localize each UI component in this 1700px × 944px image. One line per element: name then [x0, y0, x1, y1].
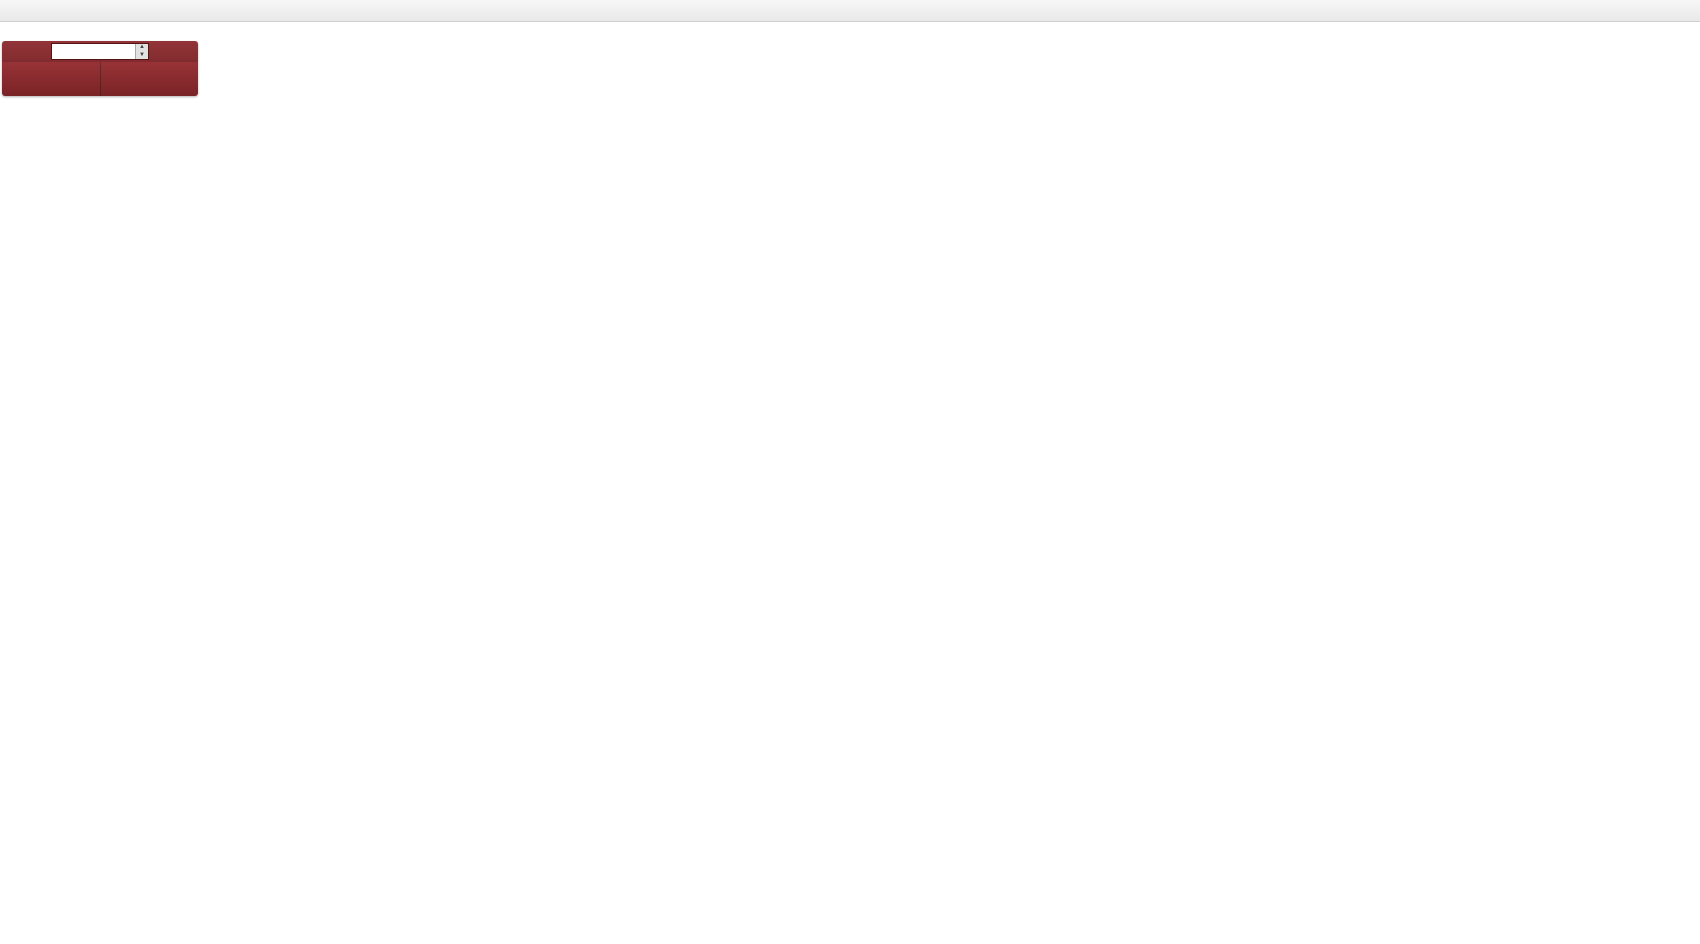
volume-down-button[interactable]: ▼ [139, 51, 145, 58]
volume-spin-buttons: ▲ ▼ [135, 44, 148, 59]
one-click-trading-panel: ▲ ▼ [2, 41, 198, 96]
volume-up-button[interactable]: ▲ [139, 44, 145, 50]
volume-stepper[interactable]: ▲ ▼ [51, 43, 149, 60]
trade-panel-prices-row [2, 62, 198, 96]
volume-value[interactable] [52, 44, 135, 59]
trade-panel-header-row: ▲ ▼ [2, 41, 198, 62]
top-toolbar [0, 0, 1700, 22]
macd-indicator-label [4, 540, 10, 551]
sell-price[interactable] [2, 62, 101, 96]
rsi-indicator-label [4, 694, 10, 705]
buy-price[interactable] [101, 62, 199, 96]
